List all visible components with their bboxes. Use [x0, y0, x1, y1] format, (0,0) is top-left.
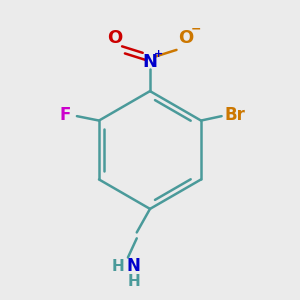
Text: H: H: [128, 274, 140, 289]
Text: −: −: [190, 23, 201, 36]
Text: O: O: [107, 29, 122, 47]
Text: H: H: [111, 259, 124, 274]
Text: N: N: [142, 53, 158, 71]
Text: Br: Br: [224, 106, 245, 124]
Text: +: +: [154, 49, 164, 59]
Text: F: F: [59, 106, 71, 124]
Text: O: O: [178, 29, 193, 47]
Text: N: N: [127, 257, 141, 275]
